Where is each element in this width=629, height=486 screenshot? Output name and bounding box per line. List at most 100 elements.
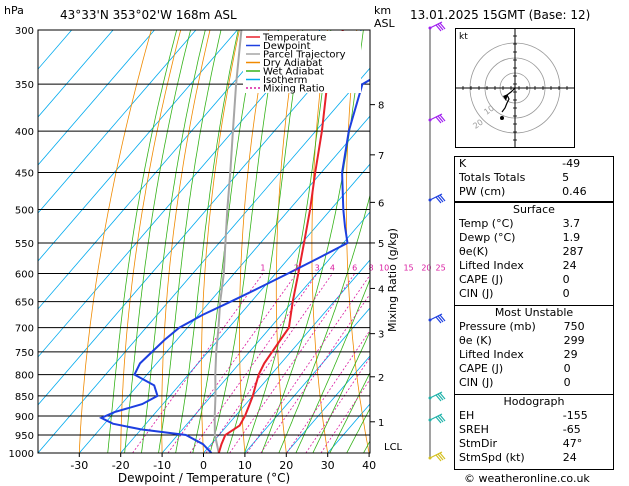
legend-entry: Wet Adiabat — [263, 67, 324, 78]
isotherm-line — [38, 30, 73, 70]
datetime-title: 13.01.2025 15GMT (Base: 12) — [410, 8, 591, 22]
pressure-tick-label: 500 — [15, 205, 34, 216]
mixing-ratio-label: 25 — [436, 264, 446, 273]
surface-cape-label: CAPE (J) — [459, 273, 504, 286]
mixing-ratio-label: 10 — [379, 264, 389, 273]
mixing-ratio-label: 15 — [403, 264, 413, 273]
mu-cin-value: 0 — [563, 376, 571, 389]
mixing-ratio-axis-label: Mixing Ratio (g/kg) — [386, 228, 399, 332]
stmdir-label: StmDir — [459, 437, 498, 450]
eh-value: -155 — [562, 409, 588, 422]
asl-label: ASL — [374, 17, 395, 30]
hodo-title: Hodograph — [503, 395, 565, 408]
isotherm-line — [161, 211, 370, 453]
pw-value: 0.46 — [562, 185, 587, 198]
legend-entry: Temperature — [262, 33, 326, 44]
legend-box — [243, 31, 361, 93]
eh-label: EH — [459, 409, 475, 422]
km-label: km — [374, 4, 392, 17]
mu-cape-value: 0 — [563, 362, 571, 375]
mixing-ratio-label: 2 — [294, 264, 299, 273]
isotherm-line — [78, 115, 370, 453]
wet-adiabat-line — [346, 407, 370, 453]
mixing-ratio-label: 6 — [352, 264, 357, 273]
dry-adiabat-line — [120, 30, 182, 453]
surface-li-label: Lifted Index — [459, 259, 524, 272]
pressure-tick-label: 700 — [15, 324, 34, 335]
stmspd-value: 24 — [562, 451, 577, 464]
wind-barb — [428, 313, 446, 324]
surface-theta-label: θe(K) — [459, 245, 489, 258]
wet-adiabat-line — [124, 30, 192, 453]
wet-adiabat-line — [312, 330, 370, 453]
dry-adiabat-line — [616, 0, 629, 470]
surface-title: Surface — [513, 203, 555, 216]
pressure-tick-label: 600 — [15, 270, 34, 281]
mixing-ratio-line — [132, 273, 264, 453]
wind-barb — [428, 21, 446, 32]
legend-entry: Isotherm — [263, 75, 307, 86]
km-tick-label: 6 — [378, 198, 384, 209]
mu-theta-label: θe (K) — [459, 334, 492, 347]
dry-adiabat-line — [161, 30, 211, 453]
copyright: © weatheronline.co.uk — [464, 472, 590, 485]
hpa-label: hPa — [4, 4, 24, 17]
temperature-tick-label: -10 — [153, 459, 171, 472]
temperature-line — [217, 30, 344, 453]
wind-barb — [428, 391, 446, 402]
parcel-trajectory-line — [213, 30, 243, 453]
hodograph-box: Hodograph EH -155 SREH -65 StmDir 47° StmSp… — [454, 394, 614, 470]
stmspd-label: StmSpd (kt) — [459, 451, 525, 464]
temperature-tick-label: -20 — [112, 459, 130, 472]
mixing-ratio-label: 4 — [330, 264, 335, 273]
km-tick-label: 5 — [378, 239, 384, 250]
wind-barb — [428, 451, 446, 462]
surface-box: Surface Temp (°C) 3.7 Dewp (°C) 1.9 θe(K) 2… — [454, 202, 614, 306]
wind-barb — [428, 413, 446, 424]
hodo-unit-label: kt — [459, 32, 468, 42]
isotherm-line — [38, 30, 155, 166]
legend-entry: Dewpoint — [263, 41, 311, 52]
wind-barb — [428, 193, 446, 204]
sreh-value: -65 — [562, 423, 581, 436]
isotherm-line — [38, 30, 238, 262]
mixing-ratio-label: 8 — [369, 264, 374, 273]
km-tick-label: 4 — [378, 284, 384, 295]
lcl-label: LCL — [384, 442, 403, 453]
mixing-ratio-label: 3 — [315, 264, 320, 273]
wet-adiabat-line — [329, 371, 370, 453]
mu-li-value: 29 — [563, 348, 578, 361]
isotherm-line — [120, 163, 370, 453]
mixing-ratio-line — [205, 273, 333, 453]
legend-entry: Mixing Ratio — [263, 84, 325, 95]
isotherm-line — [38, 30, 362, 406]
pressure-tick-label: 300 — [15, 26, 34, 37]
pressure-tick-label: 850 — [15, 392, 34, 403]
indices-box: K -49 Totals Totals 5 PW (cm) 0.46 — [454, 156, 614, 202]
tt-value: 5 — [562, 171, 570, 184]
km-tick-label: 7 — [378, 151, 384, 162]
temperature-tick-label: 10 — [238, 459, 252, 472]
surface-dewp-value: 1.9 — [562, 231, 581, 244]
hodo-trace — [501, 87, 516, 113]
isotherm-line — [203, 259, 370, 453]
km-tick-label: 1 — [378, 418, 384, 429]
mixing-ratio-line — [229, 273, 356, 453]
pressure-tick-label: 400 — [15, 127, 34, 138]
temperature-tick-label: 20 — [279, 459, 293, 472]
pressure-tick-label: 1000 — [9, 449, 34, 460]
surface-theta-value: 287 — [562, 245, 584, 258]
legend-entry: Parcel Trajectory — [263, 50, 346, 61]
dewpoint-line — [98, 78, 370, 453]
mixing-ratio-line — [167, 273, 297, 453]
location-title: 43°33'N 353°02'W 168m ASL — [60, 8, 237, 22]
mu-cin-label: CIN (J) — [459, 376, 494, 389]
km-tick-label: 8 — [378, 101, 384, 112]
mixing-ratio-line — [246, 274, 370, 453]
mu-pressure-label: Pressure (mb) — [459, 320, 536, 333]
surface-cin-value: 0 — [562, 287, 570, 300]
pressure-tick-label: 800 — [15, 371, 34, 382]
stmdir-value: 47° — [562, 437, 583, 450]
km-tick-label: 2 — [378, 373, 384, 384]
